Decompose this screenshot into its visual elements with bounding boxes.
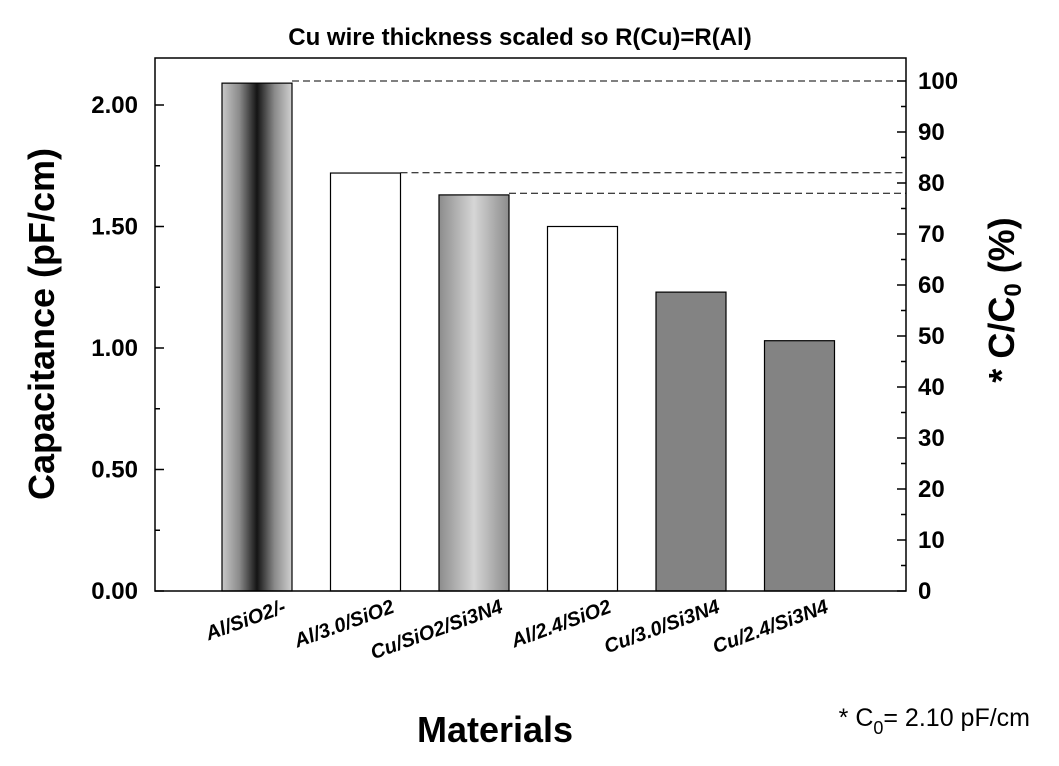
bars <box>221 82 836 592</box>
bar-1 <box>221 82 293 592</box>
category-label: Al/SiO2/- <box>202 596 289 646</box>
right-tick-label: 0 <box>918 578 931 605</box>
right-tick-label: 80 <box>918 170 945 197</box>
right-tick-label: 100 <box>918 68 958 95</box>
left-tick-label: 2.00 <box>91 92 138 119</box>
right-tick-label: 90 <box>918 119 945 146</box>
right-tick-label: 30 <box>918 425 945 452</box>
left-tick-label: 1.50 <box>91 214 138 241</box>
bar-2 <box>329 172 402 592</box>
left-tick-label: 0.50 <box>91 457 138 484</box>
category-label: Cu/3.0/Si3N4 <box>601 596 722 658</box>
category-label: Cu/2.4/Si3N4 <box>710 596 831 658</box>
right-tick-label: 40 <box>918 374 945 401</box>
footnote-prefix: * C <box>839 704 874 732</box>
bar-4 <box>546 225 619 592</box>
left-tick-label: 1.00 <box>91 335 138 362</box>
x-axis-label: Materials <box>417 709 573 750</box>
bar-6 <box>763 340 836 592</box>
y2-axis-label-prefix: * C/C <box>981 297 1022 383</box>
footnote: * C0= 2.10 pF/cm <box>839 704 1030 738</box>
y2-axis-label-suffix: (%) <box>981 217 1022 283</box>
plot-frame <box>154 57 907 592</box>
footnote-suffix: = 2.10 pF/cm <box>883 704 1030 732</box>
right-axis-ticks: 0 10 20 30 40 50 60 70 80 90 100 <box>897 68 958 605</box>
left-axis-ticks: 0.00 0.50 1.00 1.50 2.00 <box>91 92 164 605</box>
right-tick-label: 60 <box>918 272 945 299</box>
bar-3 <box>438 194 510 592</box>
right-tick-label: 20 <box>918 476 945 503</box>
y2-axis-label-subscript: 0 <box>1000 283 1027 296</box>
y-axis-label: Capacitance (pF/cm) <box>21 148 62 500</box>
bar-5 <box>655 291 727 592</box>
footnote-subscript: 0 <box>873 718 883 738</box>
category-label: Al/2.4/SiO2 <box>508 596 615 653</box>
chart-title: Cu wire thickness scaled so R(Cu)=R(Al) <box>288 24 751 51</box>
right-tick-label: 70 <box>918 221 945 248</box>
left-tick-label: 0.00 <box>91 578 138 605</box>
right-tick-label: 50 <box>918 323 945 350</box>
right-tick-label: 10 <box>918 527 945 554</box>
y2-axis-label: * C/C0 (%) <box>981 217 1027 382</box>
reference-lines <box>292 80 906 194</box>
